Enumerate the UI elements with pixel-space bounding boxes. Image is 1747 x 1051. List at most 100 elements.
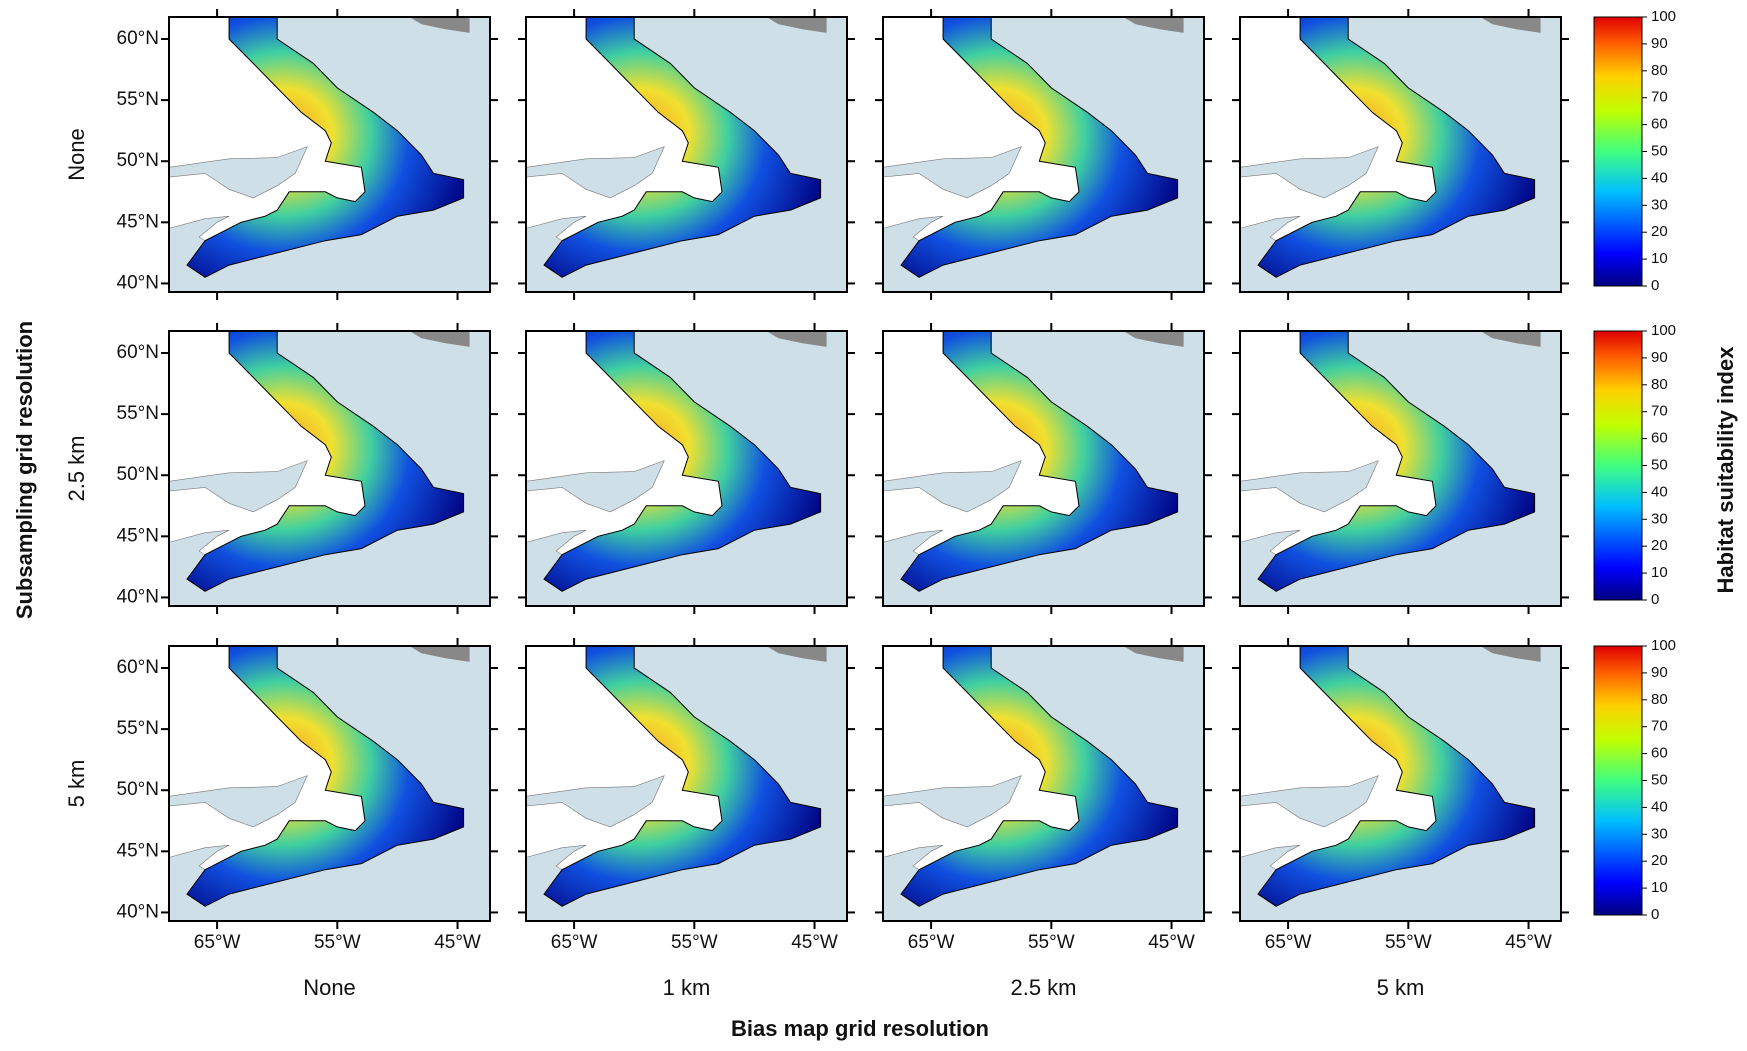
lon-tick-label: 45°W [791, 932, 838, 953]
map-frame [168, 330, 491, 607]
map-greenland [766, 646, 827, 662]
habitat-layer [543, 330, 822, 592]
colorbar-tick-label: 30 [1651, 196, 1668, 213]
lon-tick-label: 55°W [1385, 932, 1432, 953]
map-frame [168, 645, 491, 922]
colorbar-tick-label: 20 [1651, 223, 1668, 240]
map-greenland [1123, 331, 1184, 347]
map-gulf [525, 146, 665, 199]
map-gulf [882, 146, 1022, 199]
colorbar-tick-label: 60 [1651, 430, 1668, 447]
colorbar-tick-label: 30 [1651, 510, 1668, 527]
map-gulf [1239, 146, 1379, 199]
colorbar-tick-label: 100 [1651, 322, 1676, 339]
colorbar-tick-label: 70 [1651, 89, 1668, 106]
lat-tick-label: 55°N [117, 403, 159, 424]
map-greenland [1480, 17, 1541, 33]
habitat-layer [900, 330, 1179, 592]
colorbar-tick-label: 100 [1651, 637, 1676, 654]
lat-tick-label: 55°N [117, 718, 159, 739]
x-axis-title: Bias map grid resolution [731, 1016, 989, 1041]
lon-tick-label: 55°W [671, 932, 718, 953]
lon-tick-label: 55°W [314, 932, 361, 953]
colorbar-tick-label: 70 [1651, 403, 1668, 420]
map-frame [1239, 645, 1562, 922]
colorbar-tick-label: 90 [1651, 35, 1668, 52]
lon-tick-label: 65°W [551, 932, 598, 953]
y-axis-title: Subsampling grid resolution [12, 321, 37, 619]
map-gulf [882, 460, 1022, 513]
map-greenland [409, 331, 470, 347]
colorbar-tick-label: 40 [1651, 483, 1668, 500]
map-gulf [882, 775, 1022, 828]
lat-tick-label: 40°N [117, 901, 159, 922]
colorbar-tick-label: 10 [1651, 564, 1668, 581]
colorbar-tick-label: 10 [1651, 250, 1668, 267]
column-label: None [303, 975, 356, 1000]
colorbar-tick-label: 0 [1651, 906, 1659, 923]
colorbar-tick-label: 0 [1651, 591, 1659, 608]
habitat-layer [900, 645, 1179, 907]
colorbar-tick-label: 10 [1651, 879, 1668, 896]
lon-tick-label: 45°W [1505, 932, 1552, 953]
colorbar [1593, 16, 1643, 287]
lon-tick-label: 55°W [1028, 932, 1075, 953]
colorbar-tick-label: 90 [1651, 664, 1668, 681]
column-label: 1 km [663, 975, 711, 1000]
habitat-layer [1257, 645, 1536, 907]
row-label: 5 km [64, 760, 89, 808]
map-gulf [1239, 775, 1379, 828]
map-greenland [409, 17, 470, 33]
habitat-layer [1257, 330, 1536, 592]
lat-tick-label: 45°N [117, 840, 159, 861]
map-greenland [1123, 646, 1184, 662]
colorbar-tick-label: 20 [1651, 852, 1668, 869]
lon-tick-label: 45°W [434, 932, 481, 953]
habitat-layer [543, 645, 822, 907]
lat-tick-label: 60°N [117, 28, 159, 49]
map-gulf [168, 775, 308, 828]
map-gulf [168, 146, 308, 199]
map-greenland [766, 17, 827, 33]
lat-tick-label: 60°N [117, 342, 159, 363]
column-label: 5 km [1377, 975, 1425, 1000]
lon-tick-label: 45°W [1148, 932, 1195, 953]
lat-tick-label: 40°N [117, 272, 159, 293]
colorbar-tick-label: 40 [1651, 798, 1668, 815]
lat-tick-label: 50°N [117, 150, 159, 171]
habitat-layer [900, 16, 1179, 278]
map-frame [882, 645, 1205, 922]
colorbar-tick-label: 90 [1651, 349, 1668, 366]
lon-tick-label: 65°W [908, 932, 955, 953]
map-greenland [1480, 646, 1541, 662]
row-label: 2.5 km [64, 435, 89, 501]
colorbar-tick-label: 80 [1651, 376, 1668, 393]
lat-tick-label: 50°N [117, 779, 159, 800]
colorbar-tick-label: 50 [1651, 456, 1668, 473]
map-frame [882, 16, 1205, 293]
row-label: None [64, 128, 89, 181]
map-gulf [525, 775, 665, 828]
colorbar-tick-label: 50 [1651, 771, 1668, 788]
habitat-layer [186, 16, 465, 278]
colorbar-tick-label: 40 [1651, 169, 1668, 186]
lat-tick-label: 55°N [117, 89, 159, 110]
lat-tick-label: 45°N [117, 525, 159, 546]
colorbar-tick-label: 50 [1651, 142, 1668, 159]
map-gulf [168, 460, 308, 513]
colorbar-title: Habitat suitability index [1713, 346, 1738, 594]
lon-tick-label: 65°W [194, 932, 241, 953]
map-greenland [409, 646, 470, 662]
map-frame [168, 16, 491, 293]
map-frame [525, 645, 848, 922]
colorbar-tick-label: 20 [1651, 537, 1668, 554]
colorbar-tick-label: 30 [1651, 825, 1668, 842]
map-gulf [1239, 460, 1379, 513]
map-frame [1239, 16, 1562, 293]
lat-tick-label: 40°N [117, 586, 159, 607]
map-greenland [1123, 17, 1184, 33]
column-label: 2.5 km [1010, 975, 1076, 1000]
lat-tick-label: 45°N [117, 211, 159, 232]
map-greenland [766, 331, 827, 347]
